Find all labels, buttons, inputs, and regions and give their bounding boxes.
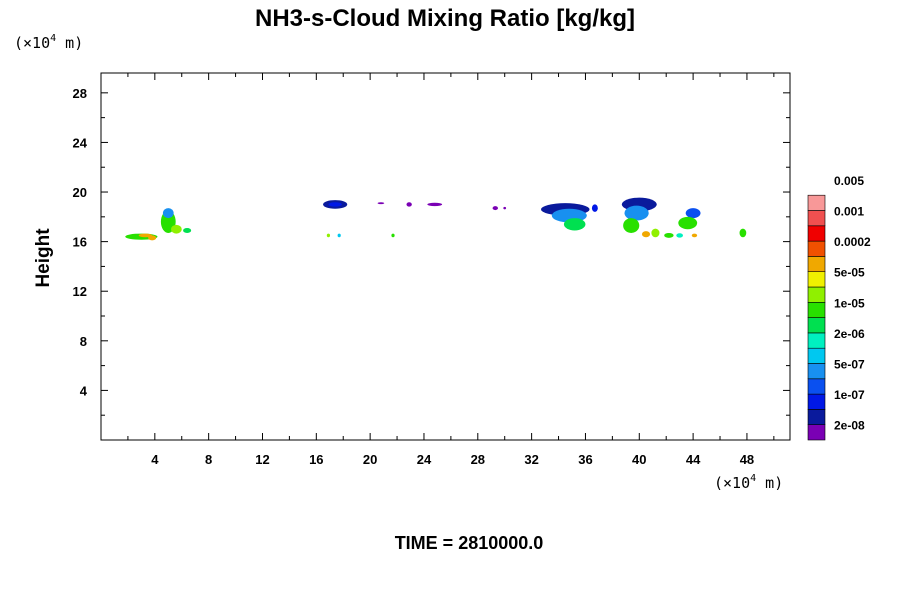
cloud-cell [391, 233, 395, 238]
x-tick-label: 12 [255, 452, 269, 467]
y-tick-label: 4 [80, 383, 88, 398]
cloud-cell [162, 208, 174, 219]
colorbar-swatch [807, 424, 826, 441]
cloud-cell [563, 218, 586, 231]
x-tick-label: 28 [471, 452, 485, 467]
x-axis: 4 8 12 16 20 24 28 32 36 40 44 48 [127, 73, 775, 467]
colorbar-label: 1e-07 [834, 388, 865, 402]
colorbar-swatch [807, 301, 826, 318]
y-tick-label: 24 [73, 135, 88, 150]
colorbar-swatch [807, 256, 826, 272]
colorbar-label: 0.001 [834, 205, 864, 219]
y-tick-label: 8 [80, 334, 87, 349]
x-unit-label: (×104 m) [714, 473, 783, 492]
cloud-cell [641, 231, 651, 238]
cloud-cell [326, 233, 331, 238]
x-tick-label: 16 [309, 452, 323, 467]
cloud-cell [170, 224, 182, 234]
colorbar-label: 0.005 [834, 174, 864, 188]
colorbar-swatch [807, 210, 826, 227]
colorbar-swatch [807, 317, 826, 334]
cloud-cell [138, 233, 153, 238]
colorbar-swatch [807, 409, 826, 425]
plot-frame [100, 72, 791, 441]
colorbar-swatch [807, 271, 826, 288]
chart-title: NH3-s-Cloud Mixing Ratio [kg/kg] [255, 5, 635, 32]
x-tick-label: 24 [417, 452, 432, 467]
cloud-cell [148, 235, 157, 241]
colorbar-swatch [807, 225, 826, 242]
colorbar-label: 0.0002 [834, 235, 871, 249]
colorbar-swatch [807, 332, 826, 349]
y-axis-label: Height [33, 228, 54, 288]
colorbar-swatch [807, 393, 826, 410]
cloud-cell [691, 233, 698, 238]
colorbar-swatch [807, 286, 826, 303]
colorbar-swatch [807, 240, 826, 257]
cloud-cell [427, 202, 443, 207]
x-tick-label: 20 [363, 452, 377, 467]
time-label: TIME = 2810000.0 [395, 533, 544, 553]
cloud-cell [503, 206, 507, 210]
cloud-cell [406, 202, 412, 207]
colorbar-swatch [807, 363, 826, 380]
y-tick-label: 28 [73, 86, 87, 101]
colorbar-swatch [807, 378, 826, 395]
x-tick-label: 40 [632, 452, 646, 467]
colorbar: 2e-08 1e-07 5e-07 2e-06 1e-05 5e-05 0.0002 0.00… [807, 174, 871, 441]
colorbar-label: 1e-05 [834, 296, 865, 310]
y-axis: 4 8 12 16 20 24 28 [73, 86, 790, 416]
cloud-contours [125, 197, 747, 241]
colorbar-swatch [807, 194, 826, 211]
x-tick-label: 44 [686, 452, 701, 467]
y-tick-label: 20 [73, 185, 87, 200]
cloud-cell [492, 206, 498, 211]
cloud-cell [664, 232, 674, 238]
cloud-cell [739, 228, 747, 238]
y-tick-label: 16 [73, 235, 87, 250]
cloud-cell [685, 208, 701, 219]
x-tick-label: 4 [151, 452, 159, 467]
cloud-cell [337, 233, 341, 238]
cloud-cell [328, 202, 342, 207]
cloud-cell [183, 227, 192, 233]
x-tick-label: 32 [524, 452, 538, 467]
colorbar-label: 2e-08 [834, 419, 865, 433]
cloud-cell [624, 205, 649, 221]
x-tick-label: 36 [578, 452, 592, 467]
colorbar-swatch [807, 347, 826, 364]
colorbar-label: 5e-05 [834, 266, 865, 280]
colorbar-label: 5e-07 [834, 358, 865, 372]
cloud-cell [377, 202, 385, 205]
cloud-cell [591, 204, 598, 212]
cloud-cell [678, 216, 698, 230]
colorbar-label: 2e-06 [834, 327, 865, 341]
cloud-cell [623, 218, 640, 233]
cloud-cell [651, 228, 660, 238]
x-tick-label: 48 [740, 452, 754, 467]
y-unit-label: (×104 m) [14, 33, 83, 52]
y-tick-label: 12 [73, 284, 87, 299]
x-tick-label: 8 [205, 452, 212, 467]
cloud-cell [676, 233, 684, 238]
